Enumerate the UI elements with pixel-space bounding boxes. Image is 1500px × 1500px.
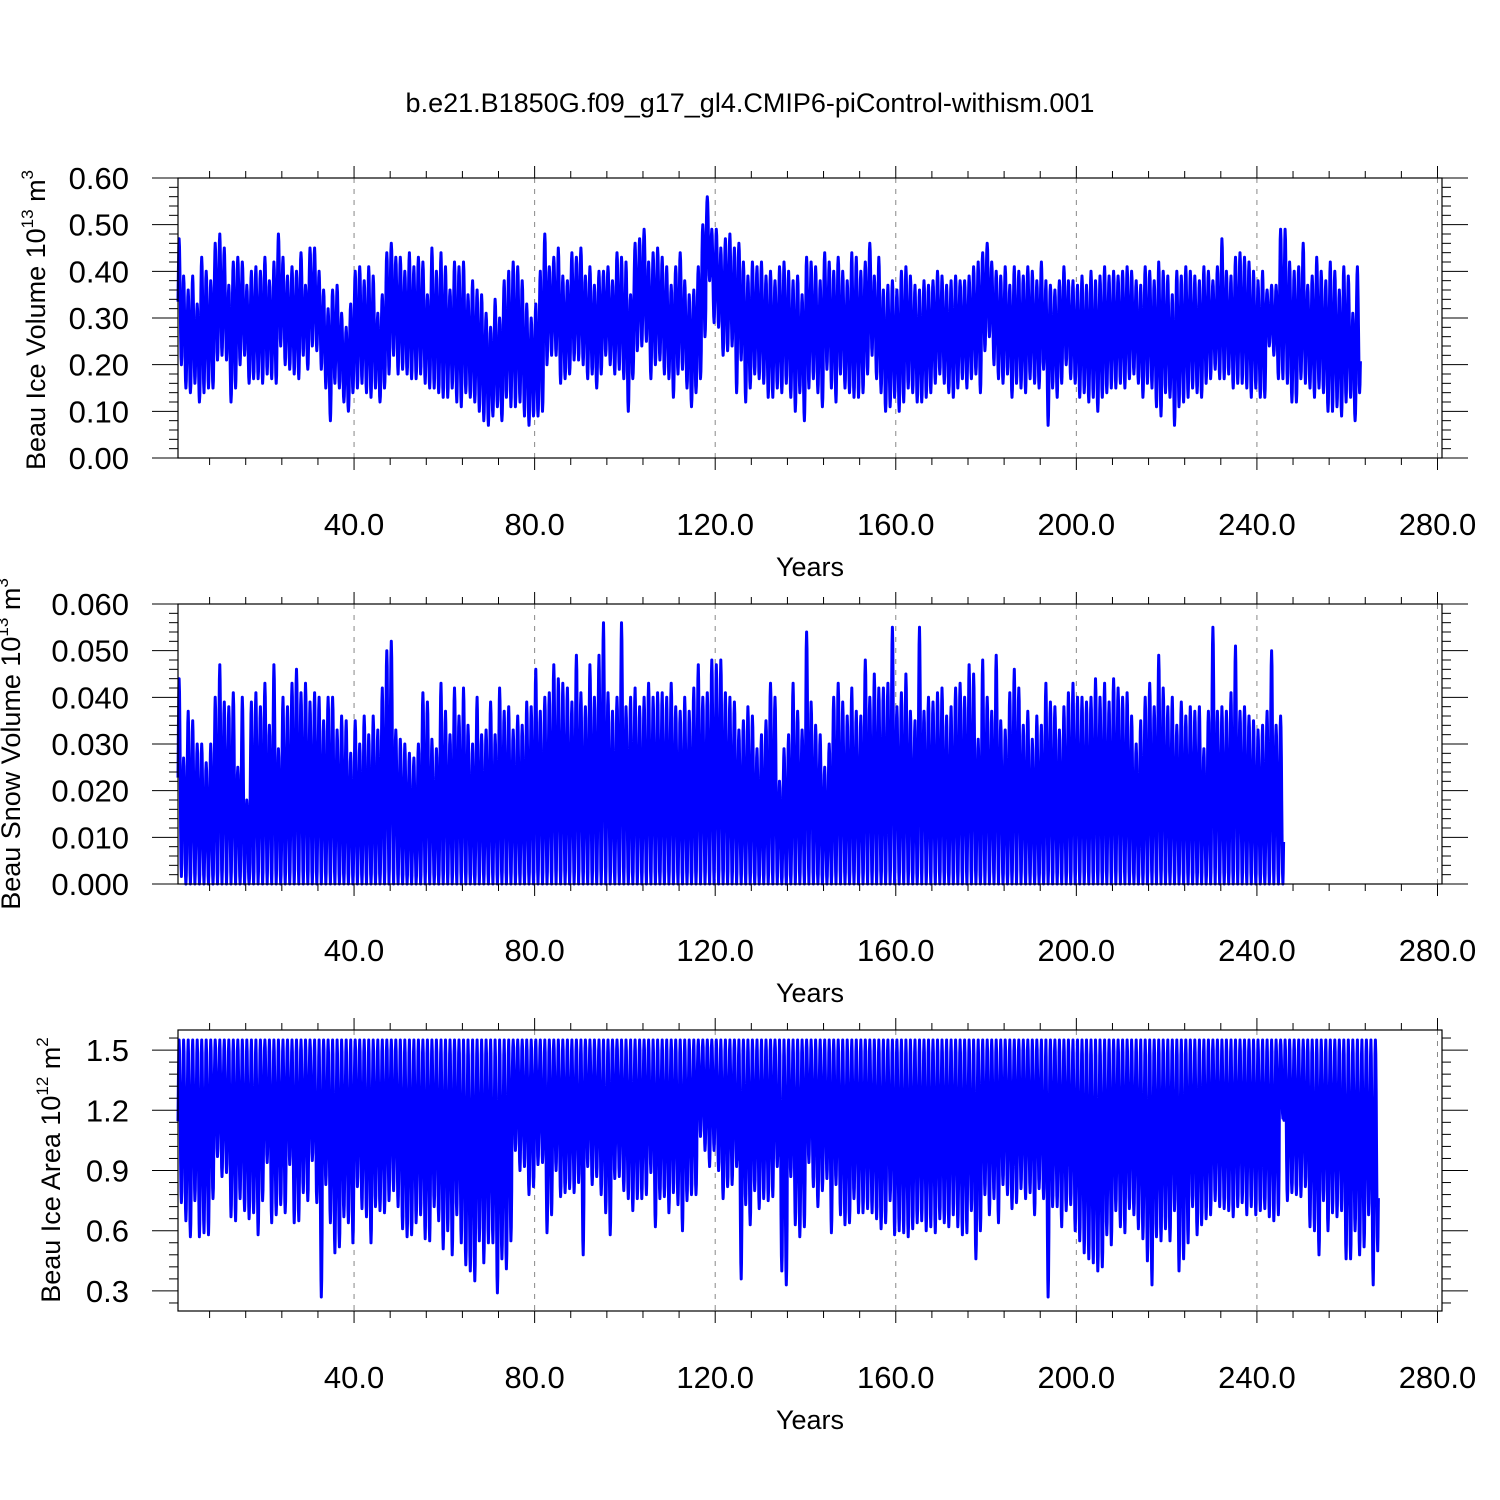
y-axis-label: Beau Snow Volume 1013 m3: [0, 578, 26, 910]
y-tick-label: 0.10: [69, 394, 129, 429]
x-tick-label: 120.0: [676, 1360, 754, 1395]
y-tick-label: 0.6: [86, 1214, 129, 1249]
x-tick-label: 240.0: [1218, 1360, 1296, 1395]
y-tick-label: 0.030: [51, 727, 129, 762]
x-tick-label: 280.0: [1399, 1360, 1477, 1395]
series-line: [176, 1038, 1380, 1299]
x-tick-label: 120.0: [676, 933, 754, 968]
y-tick-label: 0.9: [86, 1154, 129, 1189]
x-axis-label: Years: [776, 552, 844, 582]
x-tick-label: 240.0: [1218, 933, 1296, 968]
y-tick-label: 0.010: [51, 820, 129, 855]
x-tick-label: 120.0: [676, 507, 754, 542]
x-tick-label: 200.0: [1038, 1360, 1116, 1395]
x-tick-label: 80.0: [504, 1360, 564, 1395]
y-tick-label: 0.050: [51, 634, 129, 669]
x-tick-label: 160.0: [857, 1360, 935, 1395]
x-tick-label: 80.0: [504, 933, 564, 968]
x-tick-label: 40.0: [324, 507, 384, 542]
ice-area-panel: 40.0 80.0 120.0 160.0 200.0 240.0 280.0 Years 0.…: [33, 1018, 1476, 1435]
series-line: [176, 621, 1286, 886]
x-tick-label: 240.0: [1218, 507, 1296, 542]
y-axis-label: Beau Ice Area 1012 m2: [33, 1037, 66, 1303]
y-tick-label: 0.50: [69, 208, 129, 243]
y-tick-label: 1.5: [86, 1033, 129, 1068]
y-tick-label: 0.3: [86, 1274, 129, 1309]
snow-volume-panel: 40.0 80.0 120.0 160.0 200.0 240.0 280.0 Years 0.…: [0, 578, 1476, 1008]
figure-title: b.e21.B1850G.f09_g17_gl4.CMIP6-piControl…: [406, 88, 1095, 118]
y-axis-label: Beau Ice Volume 1013 m3: [18, 170, 51, 470]
x-axis-label: Years: [776, 1405, 844, 1435]
x-tick-label: 160.0: [857, 933, 935, 968]
y-tick-label: 0.00: [69, 441, 129, 476]
x-tick-label: 80.0: [504, 507, 564, 542]
x-tick-label: 280.0: [1399, 933, 1477, 968]
x-tick-label: 200.0: [1038, 933, 1116, 968]
ice-volume-panel: 40.0 80.0 120.0 160.0 200.0 240.0 280.0 Years 0.…: [18, 161, 1476, 582]
y-tick-label: 0.60: [69, 161, 129, 196]
y-tick-label: 0.40: [69, 254, 129, 289]
y-tick-label: 0.040: [51, 680, 129, 715]
x-tick-label: 200.0: [1038, 507, 1116, 542]
y-tick-label: 0.30: [69, 301, 129, 336]
y-tick-label: 0.060: [51, 587, 129, 622]
series-line: [176, 195, 1362, 427]
x-tick-label: 160.0: [857, 507, 935, 542]
x-axis-label: Years: [776, 978, 844, 1008]
y-tick-label: 1.2: [86, 1093, 129, 1128]
y-tick-label: 0.020: [51, 774, 129, 809]
y-tick-label: 0.20: [69, 348, 129, 383]
x-tick-label: 40.0: [324, 933, 384, 968]
x-tick-label: 40.0: [324, 1360, 384, 1395]
y-tick-label: 0.000: [51, 867, 129, 902]
x-tick-label: 280.0: [1399, 507, 1477, 542]
